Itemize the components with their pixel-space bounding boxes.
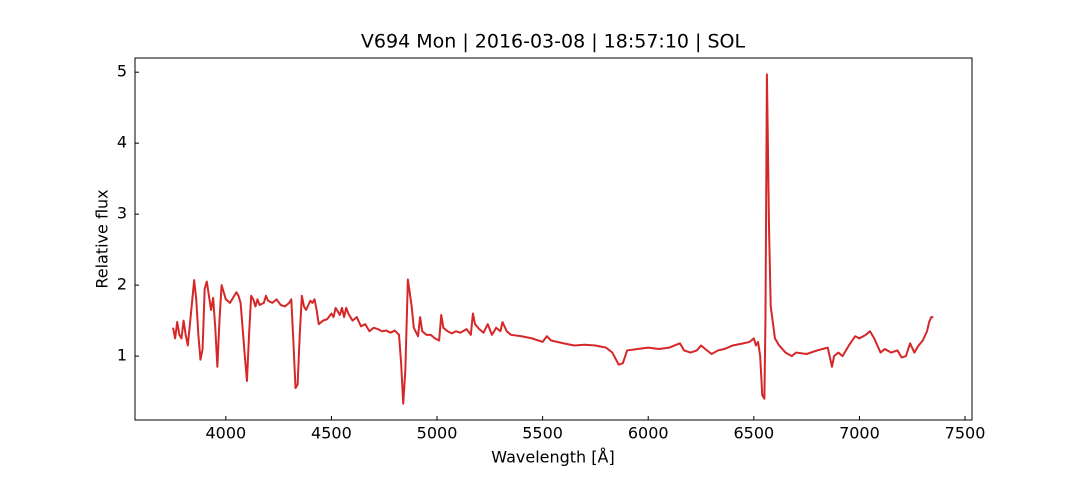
- y-tick-label: 2: [117, 275, 127, 294]
- x-tick-label: 5000: [417, 424, 458, 443]
- x-tick-label: 6000: [628, 424, 669, 443]
- x-tick-label: 7500: [945, 424, 986, 443]
- plot-frame: [134, 57, 973, 421]
- y-tick-label: 4: [117, 133, 127, 152]
- y-tick-label: 1: [117, 346, 127, 365]
- chart-title: V694 Mon | 2016-03-08 | 18:57:10 | SOL: [361, 31, 746, 53]
- x-tick-label: 7000: [839, 424, 880, 443]
- y-tick-label: 5: [117, 62, 127, 81]
- y-axis-label: Relative flux: [93, 189, 112, 288]
- x-tick-label: 4500: [311, 424, 352, 443]
- x-tick-label: 6500: [733, 424, 774, 443]
- x-axis-label: Wavelength [Å]: [491, 448, 614, 467]
- spectrum-line: [172, 73, 934, 405]
- y-tick-label: 3: [117, 204, 127, 223]
- x-tick-label: 5500: [522, 424, 563, 443]
- x-tick-label: 4000: [205, 424, 246, 443]
